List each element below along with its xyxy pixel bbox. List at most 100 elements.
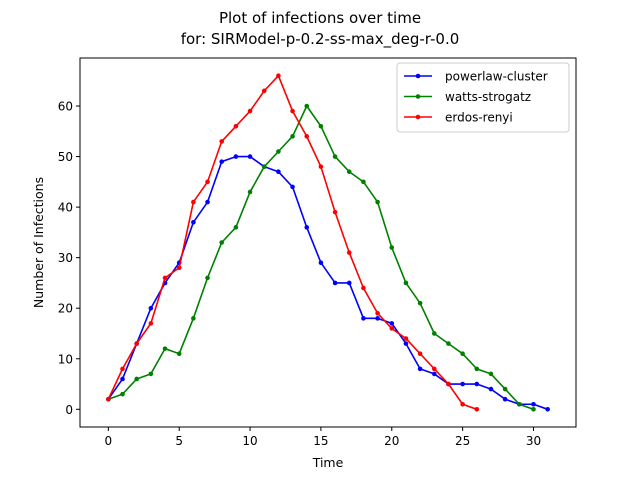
- data-point: [162, 275, 168, 281]
- data-point: [290, 108, 295, 114]
- data-point: [247, 189, 253, 195]
- data-point: [148, 371, 154, 377]
- data-point: [247, 108, 253, 114]
- series-powerlaw-cluster: [106, 154, 550, 412]
- chart-title: Plot of infections over time: [219, 9, 421, 27]
- series-erdos-renyi: [106, 73, 480, 412]
- data-point: [460, 381, 465, 387]
- data-point: [219, 159, 225, 164]
- data-point: [531, 407, 536, 412]
- data-point: [191, 316, 196, 321]
- data-point: [219, 139, 225, 144]
- y-tick-label: 60: [58, 100, 73, 114]
- data-point: [290, 184, 295, 190]
- data-point: [205, 275, 210, 281]
- data-point: [346, 280, 352, 286]
- y-tick-label: 10: [58, 352, 73, 366]
- data-point: [417, 351, 423, 357]
- legend-marker: [415, 73, 421, 79]
- data-point: [361, 316, 366, 321]
- legend-label: powerlaw-cluster: [445, 70, 548, 84]
- data-point: [261, 164, 267, 169]
- data-point: [417, 300, 423, 306]
- legend: powerlaw-cluster watts-strogatz erdos-reny…: [396, 62, 570, 133]
- legend-item: watts-strogatz: [404, 90, 531, 104]
- chart-subtitle: for: SIRModel-p-0.2-ss-max_deg-r-0.0: [181, 30, 460, 49]
- series-line: [108, 105, 534, 411]
- data-point: [488, 386, 494, 392]
- data-point: [389, 245, 395, 250]
- data-point: [375, 199, 380, 205]
- x-tick-label: 10: [242, 434, 257, 448]
- data-point: [233, 225, 239, 230]
- data-point: [148, 321, 154, 326]
- data-point: [191, 219, 196, 225]
- data-point: [276, 73, 281, 78]
- legend-label: erdos-renyi: [445, 111, 513, 125]
- data-point: [474, 381, 480, 387]
- x-axis-label: Time: [312, 455, 344, 470]
- data-point: [134, 376, 139, 382]
- data-point: [403, 336, 409, 341]
- data-point: [332, 209, 338, 215]
- data-point: [361, 285, 366, 291]
- data-point: [176, 265, 182, 271]
- x-tick-label: 0: [105, 434, 113, 448]
- data-point: [205, 179, 210, 185]
- x-tick-label: 5: [175, 434, 183, 448]
- y-tick-label: 0: [65, 403, 73, 417]
- data-point: [403, 280, 409, 286]
- data-point: [346, 250, 352, 255]
- data-point: [446, 381, 451, 387]
- y-tick-label: 30: [58, 251, 73, 265]
- axis-ticks: 0 5 10 15 20 25 30 0 10 20 30 40 50 60: [58, 100, 541, 448]
- data-point: [531, 401, 536, 407]
- data-point: [318, 123, 324, 129]
- data-point: [276, 169, 281, 175]
- data-point: [205, 199, 210, 205]
- data-point: [375, 316, 380, 321]
- data-point: [474, 366, 480, 372]
- data-point: [290, 134, 295, 139]
- data-point: [261, 88, 267, 94]
- data-point: [361, 179, 366, 185]
- data-point: [431, 331, 437, 336]
- legend-marker: [415, 94, 421, 99]
- data-point: [502, 386, 508, 392]
- data-point: [474, 407, 480, 412]
- x-tick-label: 30: [526, 434, 541, 448]
- y-tick-label: 40: [58, 201, 73, 215]
- data-point: [247, 154, 253, 159]
- data-point: [460, 351, 465, 357]
- legend-item: erdos-renyi: [404, 111, 513, 125]
- y-axis-label: Number of Infections: [31, 177, 46, 308]
- y-tick-label: 50: [58, 150, 73, 164]
- x-tick-label: 25: [455, 434, 470, 448]
- data-point: [446, 341, 451, 346]
- legend-marker: [415, 114, 421, 120]
- data-point: [346, 169, 352, 175]
- data-point: [431, 366, 437, 372]
- data-point: [120, 366, 125, 372]
- data-point: [304, 134, 310, 139]
- x-tick-label: 20: [384, 434, 399, 448]
- data-point: [106, 396, 111, 402]
- series-layer: [106, 73, 550, 412]
- data-point: [488, 371, 494, 377]
- data-point: [460, 401, 465, 407]
- data-point: [176, 351, 182, 357]
- data-point: [318, 260, 324, 266]
- data-point: [276, 149, 281, 154]
- x-tick-label: 15: [313, 434, 328, 448]
- data-point: [375, 310, 380, 316]
- data-point: [517, 401, 522, 407]
- legend-label: watts-strogatz: [445, 90, 531, 104]
- data-point: [545, 407, 550, 412]
- data-point: [502, 396, 508, 402]
- data-point: [233, 154, 239, 159]
- data-point: [191, 199, 196, 205]
- data-point: [120, 391, 125, 397]
- data-point: [389, 326, 395, 331]
- data-point: [134, 341, 139, 346]
